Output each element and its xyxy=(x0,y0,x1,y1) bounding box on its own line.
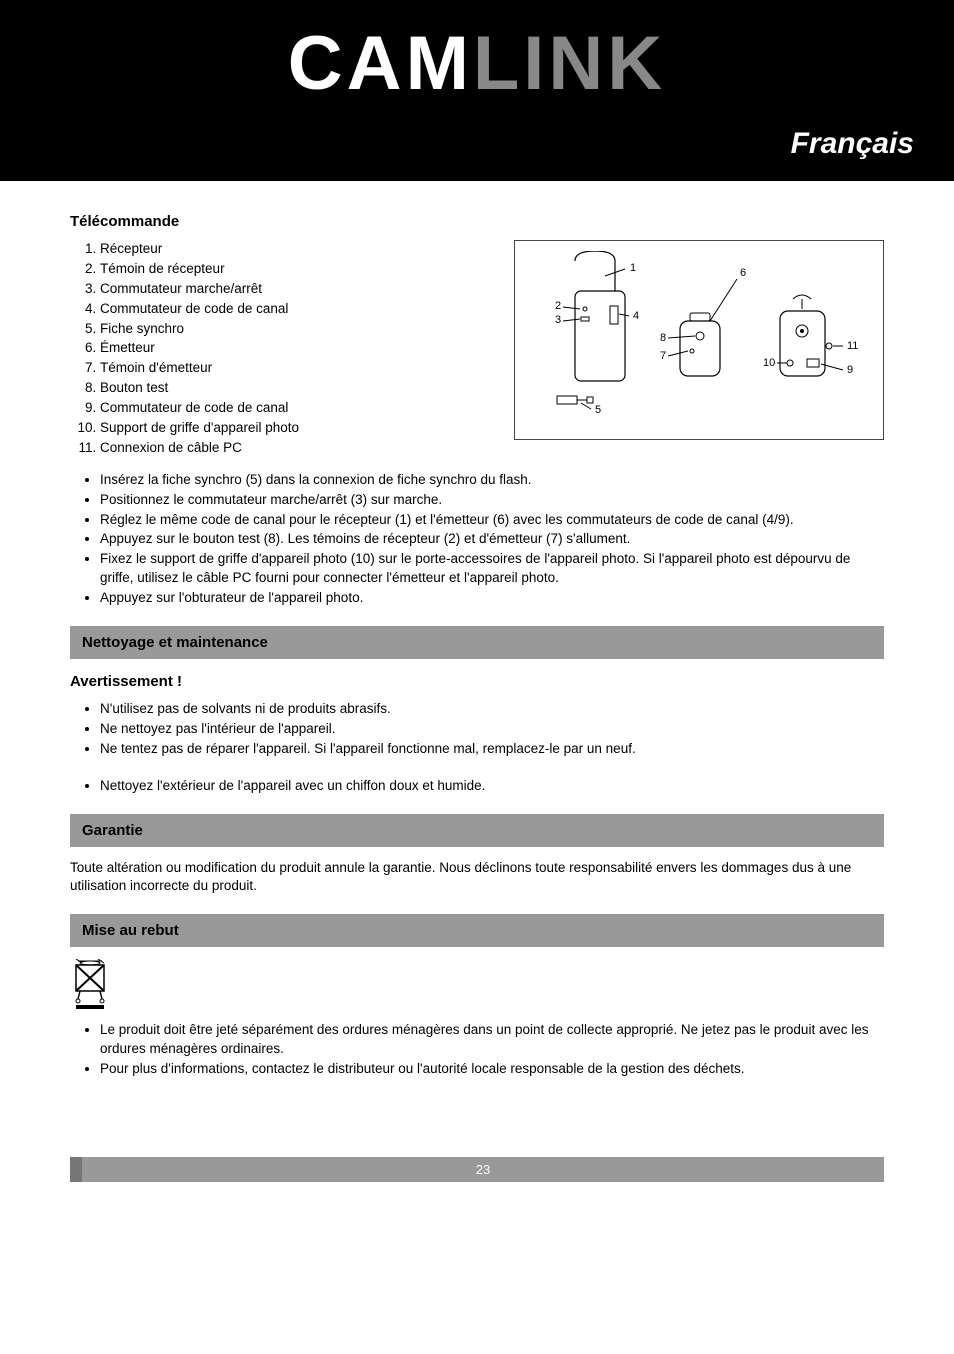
instructions-list: Insérez la fiche synchro (5) dans la con… xyxy=(70,471,884,608)
disposal-list: Le produit doit être jeté séparément des… xyxy=(70,1021,884,1079)
list-item: Commutateur de code de canal xyxy=(100,399,494,418)
svg-text:3: 3 xyxy=(555,314,561,326)
svg-text:5: 5 xyxy=(595,404,601,416)
list-item: Récepteur xyxy=(100,240,494,259)
warranty-bar: Garantie xyxy=(70,814,884,847)
svg-text:10: 10 xyxy=(763,357,775,369)
remote-parts-list: Récepteur Témoin de récepteur Commutateu… xyxy=(70,240,494,459)
svg-text:9: 9 xyxy=(847,364,853,376)
list-item: Pour plus d'informations, contactez le d… xyxy=(100,1060,884,1079)
list-item: Support de griffe d'appareil photo xyxy=(100,419,494,438)
warranty-text: Toute altération ou modification du prod… xyxy=(70,859,884,897)
list-item: Appuyez sur le bouton test (8). Les témo… xyxy=(100,530,884,549)
cleaning-bar: Nettoyage et maintenance xyxy=(70,626,884,659)
list-item: Témoin de récepteur xyxy=(100,260,494,279)
list-item: Fixez le support de griffe d'appareil ph… xyxy=(100,550,884,588)
logo: CAM LINK xyxy=(40,20,914,107)
svg-text:1: 1 xyxy=(630,262,636,274)
page-footer: 23 xyxy=(70,1157,884,1182)
svg-text:2: 2 xyxy=(555,300,561,312)
remote-title: Télécommande xyxy=(70,211,884,232)
diagram-svg: 1 2 3 4 5 6 7 8 xyxy=(525,251,875,431)
list-item: Émetteur xyxy=(100,339,494,358)
svg-text:4: 4 xyxy=(633,310,639,322)
page-number: 23 xyxy=(476,1162,490,1177)
list-item: Insérez la fiche synchro (5) dans la con… xyxy=(100,471,884,490)
list-item: Ne nettoyez pas l'intérieur de l'apparei… xyxy=(100,720,884,739)
disposal-bar: Mise au rebut xyxy=(70,914,884,947)
list-item: Réglez le même code de canal pour le réc… xyxy=(100,511,884,530)
remote-row: Récepteur Témoin de récepteur Commutateu… xyxy=(70,240,884,459)
list-item: Le produit doit être jeté séparément des… xyxy=(100,1021,884,1059)
page-content: Télécommande Récepteur Témoin de récepte… xyxy=(0,181,954,1117)
list-item: Positionnez le commutateur marche/arrêt … xyxy=(100,491,884,510)
list-item: N'utilisez pas de solvants ni de produit… xyxy=(100,700,884,719)
list-item: Connexion de câble PC xyxy=(100,439,494,458)
svg-text:7: 7 xyxy=(660,350,666,362)
header: CAM LINK Français xyxy=(0,0,954,181)
cleaning-action-list: Nettoyez l'extérieur de l'appareil avec … xyxy=(70,777,884,796)
list-item: Appuyez sur l'obturateur de l'appareil p… xyxy=(100,589,884,608)
list-item: Ne tentez pas de réparer l'appareil. Si … xyxy=(100,740,884,759)
list-item: Nettoyez l'extérieur de l'appareil avec … xyxy=(100,777,884,796)
list-item: Commutateur marche/arrêt xyxy=(100,280,494,299)
svg-text:6: 6 xyxy=(740,267,746,279)
svg-text:8: 8 xyxy=(660,332,666,344)
warning-title: Avertissement ! xyxy=(70,671,884,692)
language-label: Français xyxy=(40,127,914,171)
warning-list: N'utilisez pas de solvants ni de produit… xyxy=(70,700,884,759)
diagram: 1 2 3 4 5 6 7 8 xyxy=(514,240,884,440)
list-item: Témoin d'émetteur xyxy=(100,359,494,378)
list-item: Fiche synchro xyxy=(100,320,494,339)
logo-part-a: CAM xyxy=(288,20,473,107)
svg-text:11: 11 xyxy=(847,340,858,352)
weee-icon xyxy=(70,959,110,1009)
logo-part-b: LINK xyxy=(473,20,666,107)
list-item: Bouton test xyxy=(100,379,494,398)
list-item: Commutateur de code de canal xyxy=(100,300,494,319)
